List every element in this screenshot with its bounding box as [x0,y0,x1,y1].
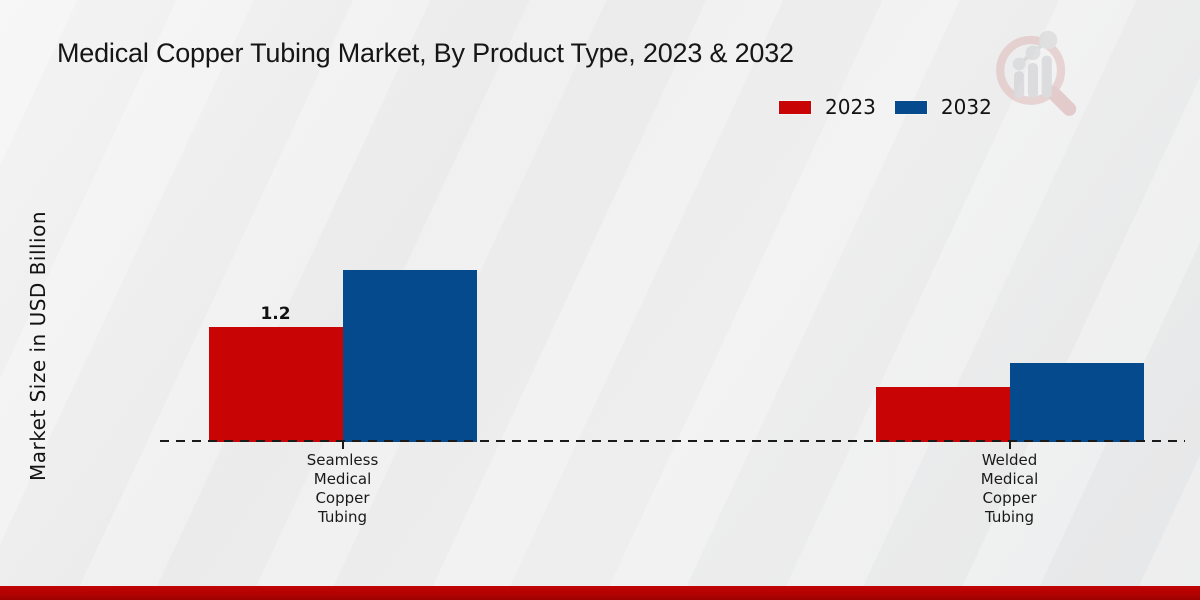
x-axis-tick [1008,442,1011,449]
x-axis-dashed-baseline [160,440,1185,442]
magnifier-bar-chart-logo-icon [996,30,1077,116]
bar-2032-category-0 [342,269,477,442]
chart-title: Medical Copper Tubing Market, By Product… [57,38,794,68]
category-label-0: Seamless Medical Copper Tubing [306,451,379,526]
legend-item-2023: 2023 [778,95,876,119]
legend-label-2032: 2032 [940,95,992,119]
legend-swatch-2023-icon [778,99,812,115]
bar-2023-category-0 [208,327,343,442]
footer-accent-strip [0,586,1200,600]
bar-2032-category-1 [1009,362,1144,442]
legend: 2023 2032 [778,95,992,119]
legend-swatch-2032-icon [893,99,928,115]
category-label-1: Welded Medical Copper Tubing [980,451,1039,526]
legend-label-2023: 2023 [825,95,876,119]
bar-2023-category-1 [875,387,1010,442]
legend-item-2032: 2032 [893,95,992,119]
x-axis-tick [341,442,344,449]
bar-value-label: 1.2 [260,304,291,325]
